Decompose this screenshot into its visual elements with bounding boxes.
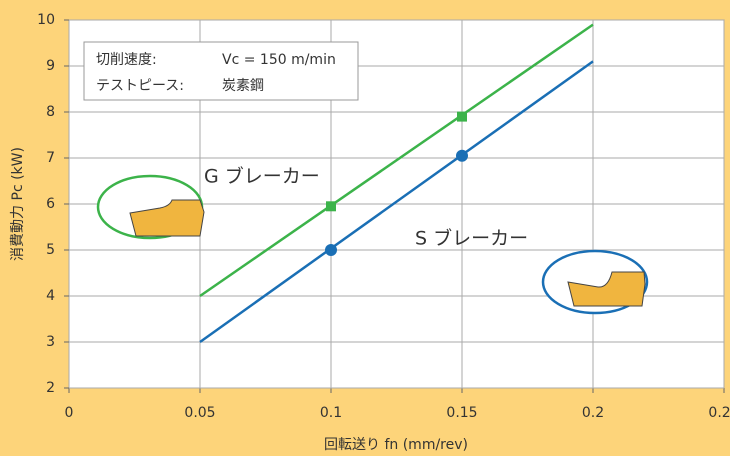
series-label: S ブレーカー — [415, 227, 528, 250]
y-tick-label: 7 — [46, 150, 55, 166]
condition-text: 炭素鋼 — [222, 78, 264, 94]
data-point — [326, 201, 336, 212]
x-axis-label: 回転送り fn (mm/rev) — [324, 437, 468, 453]
series-line — [199, 23, 594, 298]
data-point — [457, 111, 467, 122]
x-tick-label: 0.15 — [446, 405, 477, 421]
x-tick-label: 0.25 — [708, 405, 730, 421]
y-tick-label: 5 — [46, 242, 55, 258]
y-axis-label: 消費動力 Pc (kW) — [10, 147, 26, 261]
insert-icon-g — [96, 174, 205, 240]
y-tick-label: 4 — [46, 288, 55, 304]
condition-text: テストピース: — [96, 78, 184, 94]
series-label: G ブレーカー — [204, 165, 320, 188]
data-point — [325, 244, 337, 256]
x-tick-label: 0 — [65, 405, 74, 421]
x-tick-label: 0.1 — [320, 405, 342, 421]
insert-icon-s — [541, 249, 649, 315]
condition-text: 切削速度: — [96, 52, 157, 68]
y-tick-label: 8 — [46, 104, 55, 120]
y-tick-label: 10 — [37, 12, 55, 28]
condition-text: Vc = 150 m/min — [222, 52, 336, 68]
y-tick-label: 9 — [46, 58, 55, 74]
marks — [199, 23, 594, 344]
y-tick-label: 2 — [46, 380, 55, 396]
x-tick-label: 0.05 — [184, 405, 215, 421]
y-tick-label: 6 — [46, 196, 55, 212]
y-tick-label: 3 — [46, 334, 55, 350]
data-point — [456, 149, 468, 162]
series-line — [199, 60, 594, 344]
conditions-box — [83, 41, 359, 101]
x-tick-label: 0.2 — [582, 405, 604, 421]
